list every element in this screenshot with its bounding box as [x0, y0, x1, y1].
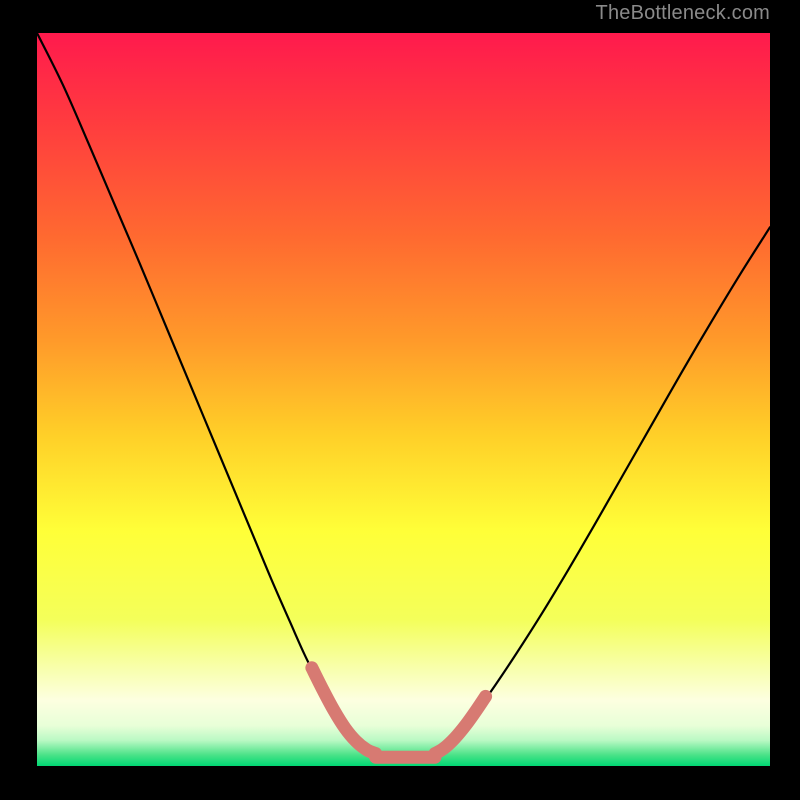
watermark-text: TheBottleneck.com	[596, 2, 770, 25]
plot-area	[37, 33, 770, 766]
chart-svg	[37, 33, 770, 766]
gradient-background	[37, 33, 770, 766]
